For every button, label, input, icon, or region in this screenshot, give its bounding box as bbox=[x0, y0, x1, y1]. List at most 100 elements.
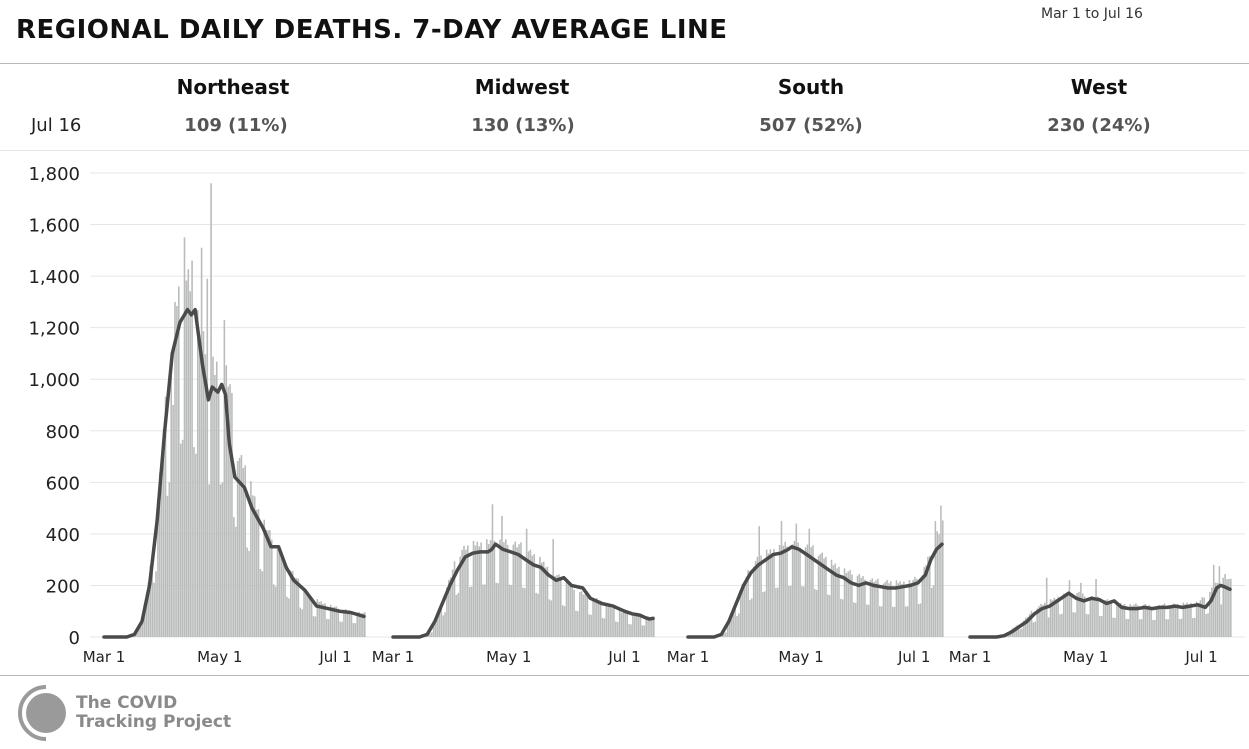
daily-bar bbox=[569, 585, 572, 637]
daily-bar bbox=[577, 611, 579, 637]
daily-bar bbox=[938, 534, 940, 637]
daily-bar bbox=[318, 601, 321, 637]
daily-bar bbox=[512, 544, 515, 637]
daily-bar bbox=[1188, 604, 1190, 637]
daily-bar bbox=[624, 611, 627, 637]
daily-bar bbox=[1192, 618, 1194, 637]
daily-bar bbox=[1106, 599, 1109, 637]
daily-bar bbox=[196, 310, 199, 637]
daily-bar bbox=[940, 505, 942, 637]
daily-bar bbox=[472, 540, 475, 637]
daily-bar bbox=[561, 605, 564, 637]
daily-bar bbox=[1047, 617, 1050, 637]
y-tick-label: 800 bbox=[46, 422, 80, 443]
daily-bar bbox=[193, 447, 195, 637]
daily-bar bbox=[639, 616, 642, 637]
daily-bar bbox=[297, 578, 300, 637]
footer-org-line1: The COVID bbox=[76, 693, 178, 713]
y-tick-label: 200 bbox=[46, 576, 80, 597]
daily-bar bbox=[280, 557, 283, 637]
daily-bar bbox=[1015, 625, 1018, 637]
daily-bar bbox=[478, 546, 480, 637]
daily-bar bbox=[1110, 600, 1113, 637]
daily-bar bbox=[448, 579, 450, 637]
daily-bar bbox=[895, 580, 898, 637]
daily-bar bbox=[346, 610, 349, 637]
date-range-label: Mar 1 to Jul 16 bbox=[1041, 6, 1143, 22]
daily-bar bbox=[453, 561, 456, 637]
avg-line bbox=[968, 583, 1232, 639]
daily-bar bbox=[236, 461, 239, 637]
daily-bar bbox=[851, 574, 853, 637]
daily-bar bbox=[599, 600, 602, 637]
daily-bar bbox=[178, 286, 180, 637]
daily-bar bbox=[637, 614, 640, 637]
daily-bar bbox=[810, 547, 812, 637]
region-value-midwest: 130 (13%) bbox=[471, 115, 575, 136]
daily-bar bbox=[303, 590, 305, 637]
daily-bar bbox=[151, 555, 154, 637]
daily-bar bbox=[1095, 579, 1097, 637]
daily-bar bbox=[878, 606, 881, 637]
daily-bar bbox=[788, 585, 790, 637]
daily-bar bbox=[1226, 579, 1228, 637]
daily-bar bbox=[485, 539, 488, 637]
daily-bar bbox=[836, 568, 838, 637]
y-tick-label: 1,000 bbox=[28, 370, 80, 391]
daily-bar bbox=[242, 468, 245, 637]
x-tick-label: May 1 bbox=[197, 648, 242, 666]
daily-bar bbox=[1091, 595, 1094, 637]
daily-bar bbox=[797, 542, 799, 637]
daily-bar bbox=[195, 453, 197, 637]
daily-bar bbox=[1199, 600, 1202, 637]
daily-bar bbox=[1108, 601, 1111, 637]
daily-bar bbox=[159, 472, 161, 637]
daily-bar bbox=[580, 591, 583, 637]
daily-bar bbox=[467, 545, 469, 637]
covid-tracking-logo-icon bbox=[18, 685, 66, 741]
daily-bar bbox=[1036, 608, 1039, 637]
daily-bar bbox=[263, 519, 266, 637]
daily-bar bbox=[238, 457, 241, 637]
daily-bar bbox=[1087, 614, 1090, 637]
daily-bar bbox=[497, 583, 499, 637]
daily-bar bbox=[533, 554, 536, 637]
daily-bar bbox=[758, 526, 760, 637]
daily-bar bbox=[1165, 619, 1168, 637]
daily-bar bbox=[356, 612, 358, 637]
daily-bar bbox=[455, 594, 458, 637]
daily-bar bbox=[1178, 618, 1181, 637]
daily-bar bbox=[821, 552, 824, 637]
daily-bar bbox=[736, 616, 738, 637]
daily-bar bbox=[1207, 613, 1209, 637]
daily-bar bbox=[804, 547, 807, 637]
daily-bar bbox=[751, 598, 753, 637]
daily-bar bbox=[1104, 600, 1107, 637]
daily-bar bbox=[1097, 596, 1099, 637]
daily-bar bbox=[1222, 577, 1224, 637]
daily-bar bbox=[1171, 604, 1173, 637]
daily-bar bbox=[880, 606, 883, 637]
daily-bar bbox=[622, 612, 625, 637]
daily-bar bbox=[767, 553, 770, 637]
daily-bar bbox=[257, 509, 260, 637]
daily-bar bbox=[288, 598, 290, 637]
daily-bar bbox=[847, 571, 849, 637]
daily-bar bbox=[914, 576, 916, 637]
daily-bar bbox=[832, 565, 835, 637]
daily-bar bbox=[802, 586, 805, 637]
daily-bar bbox=[1216, 582, 1219, 637]
daily-bar bbox=[461, 549, 463, 637]
daily-bar bbox=[1133, 604, 1135, 637]
daily-bar bbox=[869, 579, 872, 637]
daily-bar bbox=[825, 556, 827, 637]
daily-bar bbox=[1074, 612, 1076, 637]
daily-bar bbox=[1017, 624, 1020, 637]
daily-bar bbox=[527, 551, 530, 637]
daily-bar bbox=[728, 618, 731, 637]
daily-bar bbox=[1150, 607, 1152, 637]
daily-bar bbox=[1061, 613, 1063, 637]
daily-bar bbox=[919, 603, 922, 637]
daily-bar bbox=[476, 541, 479, 637]
daily-bar bbox=[546, 566, 549, 637]
